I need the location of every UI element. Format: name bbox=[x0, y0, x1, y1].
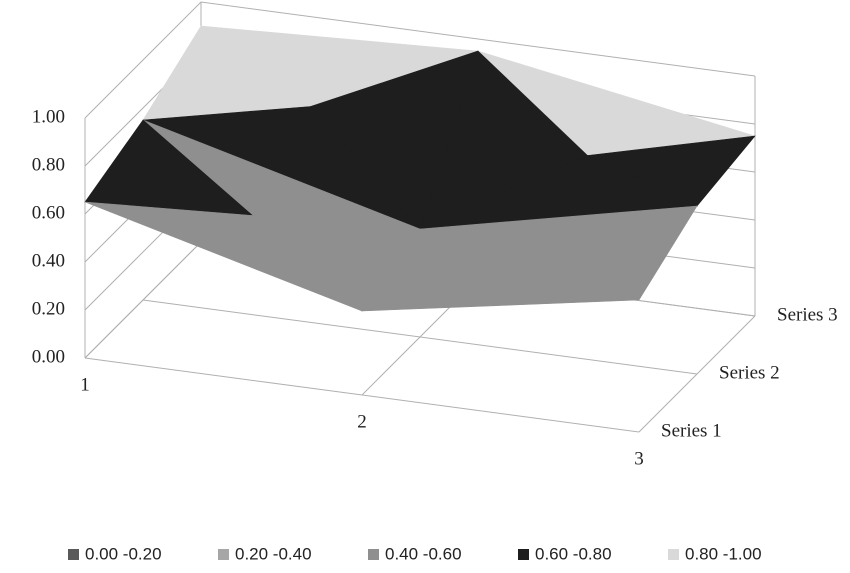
legend-swatch bbox=[668, 549, 679, 560]
z-tick-label: 0.00 bbox=[32, 346, 65, 367]
legend-label: 0.80 -1.00 bbox=[685, 544, 762, 563]
x-tick-label: 1 bbox=[80, 374, 90, 395]
z-tick-label: 0.20 bbox=[32, 298, 65, 319]
legend-label: 0.20 -0.40 bbox=[235, 544, 312, 563]
legend-label: 0.60 -0.80 bbox=[535, 544, 612, 563]
legend-swatch bbox=[368, 549, 379, 560]
legend-swatch bbox=[218, 549, 229, 560]
floor-line bbox=[142, 299, 698, 375]
legend-swatch bbox=[68, 549, 79, 560]
z-tick-label: 0.40 bbox=[32, 250, 65, 271]
legend-swatch bbox=[518, 549, 529, 560]
z-tick-label: 1.00 bbox=[32, 106, 65, 127]
x-tick-label: 2 bbox=[357, 411, 367, 432]
z-tick-label: 0.80 bbox=[32, 154, 65, 175]
x-tick-label: 3 bbox=[634, 448, 644, 469]
legend-label: 0.00 -0.20 bbox=[85, 544, 162, 563]
series-label: Series 3 bbox=[777, 304, 838, 325]
series-label: Series 1 bbox=[661, 420, 722, 441]
z-tick-label: 0.60 bbox=[32, 202, 65, 223]
surface-facet bbox=[84, 201, 363, 312]
legend-label: 0.40 -0.60 bbox=[385, 544, 462, 563]
surface-facet bbox=[361, 261, 640, 312]
floor-line bbox=[84, 357, 640, 433]
series-label: Series 2 bbox=[719, 362, 780, 383]
